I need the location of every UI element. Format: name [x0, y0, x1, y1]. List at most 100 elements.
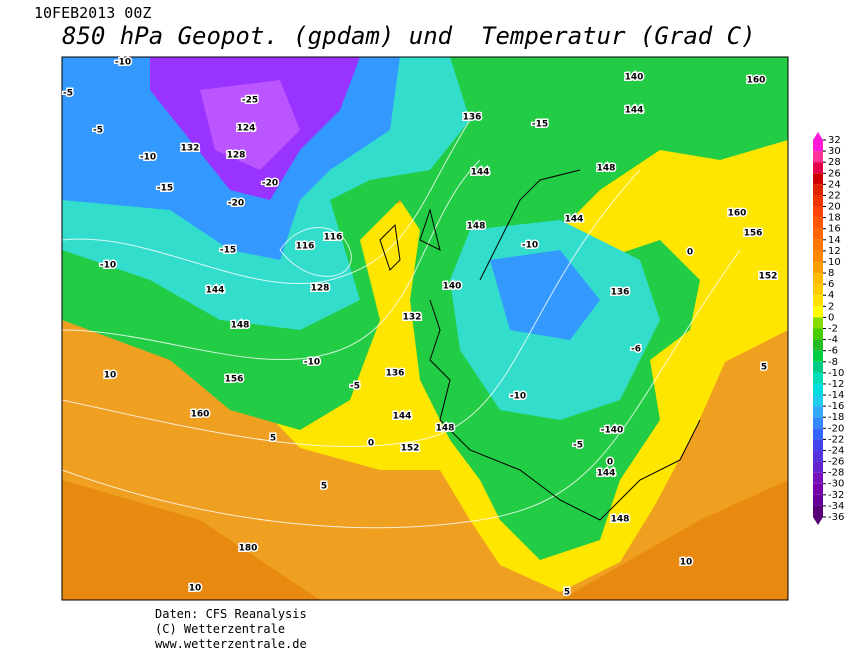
- colorbar-tick-label: 24: [828, 179, 841, 190]
- colorbar-segment: [813, 450, 823, 462]
- colorbar-segment: [813, 339, 823, 351]
- colorbar-tick-label: -14: [828, 390, 844, 401]
- contour-label: 140: [625, 73, 644, 83]
- footer-line: (C) Wetterzentrale: [155, 622, 285, 636]
- colorbar-tick-label: 32: [828, 135, 841, 146]
- colorbar-segment: [813, 195, 823, 207]
- colorbar-segment: [813, 140, 823, 152]
- contour-label: 0: [607, 458, 613, 468]
- contour-label: 10: [104, 371, 117, 381]
- contour-label: -10: [510, 392, 526, 402]
- contour-label: 140: [443, 282, 462, 292]
- contour-label: 144: [471, 168, 490, 178]
- colorbar-segment: [813, 151, 823, 163]
- contour-label: 128: [227, 151, 246, 161]
- colorbar-tick-label: 0: [828, 312, 834, 323]
- colorbar-segment: [813, 472, 823, 484]
- coastline: [379, 169, 701, 521]
- contour-label: 136: [386, 369, 405, 379]
- contour-label: 152: [759, 272, 778, 282]
- colorbar-tick-label: -10: [828, 368, 844, 379]
- contour-label: 136: [463, 113, 482, 123]
- contour-label: -10: [140, 153, 156, 163]
- date: 10FEB2013 00Z: [34, 4, 151, 22]
- core-area: [200, 80, 300, 170]
- contour-label: 148: [597, 164, 616, 174]
- contour-label: 144: [565, 215, 584, 225]
- contour-label: -6: [631, 345, 641, 355]
- colorbar-tick-label: 20: [828, 202, 841, 213]
- colorbar-segment: [813, 206, 823, 218]
- colorbar-segment: [813, 317, 823, 329]
- map: -10 -5 -5 132 -10 -15 -25 124 128 -20 -2…: [61, 56, 789, 601]
- colorbar-tick-label: 4: [828, 290, 834, 301]
- colorbar-segment: [813, 372, 823, 384]
- contour-label: 132: [181, 144, 200, 154]
- colorbar-tick-label: -12: [828, 379, 844, 390]
- contour-label: 132: [403, 313, 422, 323]
- colorbar-segment: [813, 239, 823, 251]
- colorbar-segment: [813, 217, 823, 229]
- isohypse: [62, 249, 741, 529]
- colorbar-tick-label: 28: [828, 157, 841, 168]
- contour-label: -15: [157, 184, 173, 194]
- contour-label: 156: [744, 229, 763, 239]
- contour-label: -10: [100, 261, 116, 271]
- map-frame: [61, 56, 789, 601]
- colorbar-tick-label: -18: [828, 412, 844, 423]
- contour-label: 148: [467, 222, 486, 232]
- contour-labels: -10 -5 -5 132 -10 -15 -25 124 128 -20 -2…: [62, 56, 779, 599]
- isohypse: [62, 119, 471, 285]
- colorbar-tick-label: -4: [828, 335, 838, 346]
- contour-label: 156: [225, 375, 244, 385]
- colorbar-tick-label: -24: [828, 445, 844, 456]
- colorbar-segment: [813, 350, 823, 362]
- colorbar-tick-label: 2: [828, 301, 834, 312]
- contour-label: -5: [63, 89, 73, 99]
- colorbar-segment: [813, 184, 823, 196]
- colorbar-tick-label: -32: [828, 490, 844, 501]
- colorbar-segment: [813, 361, 823, 373]
- contour-label: 10: [680, 558, 693, 568]
- contour-label: 10: [189, 584, 202, 594]
- colorbar: 32302826242220181614121086420-2-4-6-8-10…: [813, 132, 844, 525]
- footer-line: Daten: CFS Reanalysis: [155, 607, 307, 621]
- colorbar-tick-label: 22: [828, 190, 841, 201]
- contour-label: 180: [239, 544, 258, 554]
- colorbar-segment: [813, 383, 823, 396]
- title: 850 hPa Geopot. (gpdam) und Temperatur (…: [62, 22, 756, 50]
- colorbar-tick-label: -34: [828, 501, 844, 512]
- colorbar-tick-label: -30: [828, 479, 844, 490]
- contour-label: -25: [242, 96, 258, 106]
- contour-label: 116: [296, 242, 315, 252]
- contour-label: -20: [228, 199, 244, 209]
- colorbar-tick-label: 8: [828, 268, 834, 279]
- contour-label: -20: [262, 179, 278, 189]
- colorbar-tick-label: -8: [828, 357, 838, 368]
- colorbar-tick-label: -28: [828, 468, 844, 479]
- colorbar-tick-label: -2: [828, 324, 838, 335]
- contour-label: 148: [231, 321, 250, 331]
- isohypse: [62, 159, 481, 361]
- colorbar-segment: [813, 273, 823, 285]
- contour-label: 144: [625, 106, 644, 116]
- colorbar-tick-label: -6: [828, 346, 838, 357]
- colorbar-tick-label: 14: [828, 235, 841, 246]
- contour-label: 144: [206, 286, 225, 296]
- colorbar-segment: [813, 261, 823, 274]
- contour-label: 5: [761, 363, 767, 373]
- colorbar-tick-label: 26: [828, 168, 841, 179]
- colorbar-tick-label: -20: [828, 423, 844, 434]
- contour-label: -10: [522, 241, 538, 251]
- colorbar-segment: [813, 505, 823, 517]
- contour-label: -10: [115, 58, 131, 68]
- colorbar-segment: [813, 395, 823, 407]
- contour-label: 160: [747, 76, 766, 86]
- contour-label: -5: [93, 126, 103, 136]
- contour-label: 5: [321, 482, 327, 492]
- colorbar-tick-label: 16: [828, 224, 841, 235]
- colorbar-tick-label: -36: [828, 512, 844, 523]
- contour-label: -5: [573, 441, 583, 451]
- isohypse: [279, 227, 352, 277]
- colorbar-tick-label: 12: [828, 246, 841, 257]
